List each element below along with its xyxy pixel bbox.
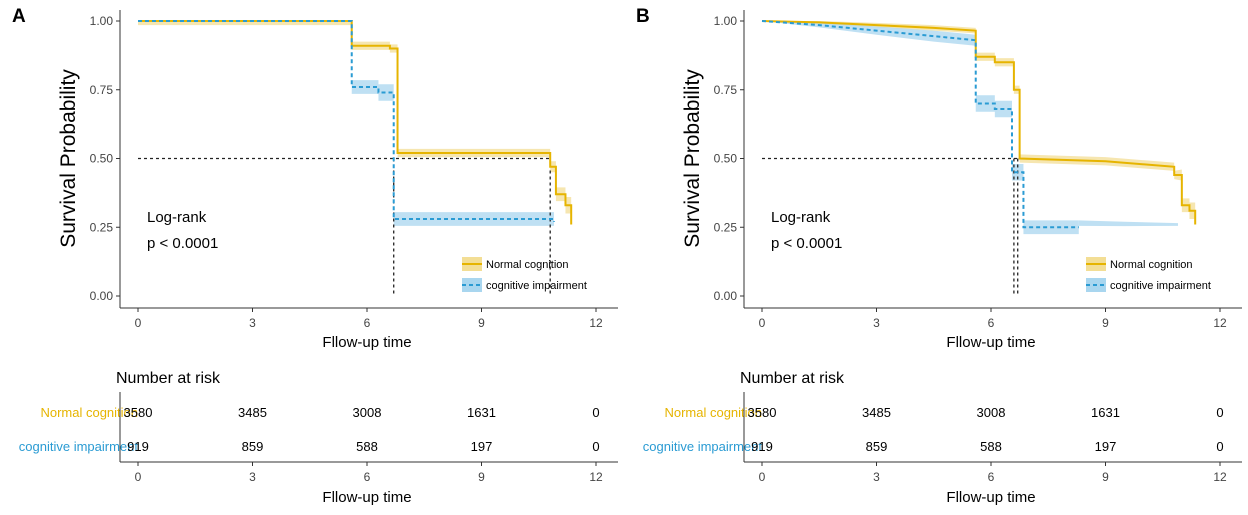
risk-value: 3485 (238, 405, 267, 420)
x-tick-label: 3 (249, 316, 256, 330)
risk-x-tick-label: 6 (988, 470, 995, 484)
confidence-band-impaired (762, 21, 1079, 235)
risk-x-tick-label: 3 (249, 470, 256, 484)
risk-row-label: Normal cognition (40, 405, 138, 420)
confidence-band-tail (1078, 220, 1179, 227)
panel-a: A Survival Probability 0.00 0.25 0.50 0.75 1.0… (12, 6, 618, 506)
survival-curve-cognitive-impairment (761, 20, 1079, 229)
risk-x-tick-label: 3 (873, 470, 880, 484)
risk-value: 3008 (977, 405, 1006, 420)
risk-x-tick-label: 12 (589, 470, 603, 484)
y-tick-label: 0.00 (90, 289, 114, 303)
risk-value: 3580 (124, 405, 153, 420)
x-tick-label: 0 (135, 316, 142, 330)
risk-row-label: Normal cognition (664, 405, 762, 420)
p-value-label: p < 0.0001 (147, 235, 218, 252)
survival-curve-normal-cognition (761, 20, 1197, 225)
x-tick-label: 6 (364, 316, 371, 330)
y-tick-label: 1.00 (90, 14, 114, 28)
x-tick-label: 12 (589, 316, 603, 330)
x-tick-label: 9 (478, 316, 485, 330)
risk-value: 0 (592, 439, 599, 454)
risk-value: 197 (1095, 439, 1117, 454)
confidence-band-impaired (138, 21, 555, 229)
x-axis-label: Fllow-up time (946, 334, 1035, 351)
risk-x-tick-label: 9 (478, 470, 485, 484)
y-tick-label: 0.75 (90, 83, 114, 97)
y-tick-label: 0.25 (90, 220, 114, 234)
panel-label: A (12, 6, 26, 27)
p-value-label: p < 0.0001 (771, 235, 842, 252)
x-tick-label: 3 (873, 316, 880, 330)
risk-value: 0 (592, 405, 599, 420)
legend-label: Normal cognition (1110, 259, 1193, 271)
y-axis-label: Survival Probability (681, 69, 704, 248)
x-axis-label: Fllow-up time (322, 334, 411, 351)
risk-value: 3485 (862, 405, 891, 420)
risk-value: 1631 (467, 405, 496, 420)
panel-label: B (636, 6, 650, 27)
log-rank-label: Log-rank (771, 209, 831, 226)
risk-value: 3008 (353, 405, 382, 420)
y-tick-label: 1.00 (714, 14, 738, 28)
y-tick-label: 0.25 (714, 220, 738, 234)
risk-value: 197 (471, 439, 493, 454)
risk-value: 1631 (1091, 405, 1120, 420)
confidence-band-normal (138, 21, 572, 233)
risk-value: 859 (866, 439, 888, 454)
x-tick-label: 6 (988, 316, 995, 330)
risk-table-title: Number at risk (116, 370, 221, 387)
x-tick-label: 12 (1213, 316, 1227, 330)
risk-value: 0 (1216, 439, 1223, 454)
survival-curve-normal-cognition (138, 20, 573, 225)
risk-row-label: cognitive impairment (19, 439, 139, 454)
y-tick-label: 0.75 (714, 83, 738, 97)
risk-value: 919 (751, 439, 773, 454)
y-axis-label: Survival Probability (57, 69, 80, 248)
log-rank-label: Log-rank (147, 209, 207, 226)
x-tick-label: 9 (1102, 316, 1109, 330)
y-tick-label: 0.50 (714, 152, 738, 166)
risk-x-tick-label: 0 (135, 470, 142, 484)
risk-x-tick-label: 12 (1213, 470, 1227, 484)
risk-value: 919 (127, 439, 149, 454)
risk-value: 3580 (748, 405, 777, 420)
risk-x-axis-label: Fllow-up time (322, 489, 411, 506)
risk-value: 0 (1216, 405, 1223, 420)
risk-value: 588 (356, 439, 378, 454)
risk-value: 859 (242, 439, 264, 454)
legend-label: Normal cognition (486, 259, 569, 271)
legend-label: cognitive impairment (1110, 280, 1211, 292)
risk-row-label: cognitive impairment (643, 439, 763, 454)
risk-x-axis-label: Fllow-up time (946, 489, 1035, 506)
risk-table-title: Number at risk (740, 370, 845, 387)
legend-label: cognitive impairment (486, 280, 587, 292)
risk-x-tick-label: 0 (759, 470, 766, 484)
risk-value: 588 (980, 439, 1002, 454)
panel-b: B Survival Probability 0.00 0.25 0.50 0.75 1.0… (636, 6, 1242, 506)
y-tick-label: 0.00 (714, 289, 738, 303)
y-tick-label: 0.50 (90, 152, 114, 166)
risk-x-tick-label: 9 (1102, 470, 1109, 484)
risk-x-tick-label: 6 (364, 470, 371, 484)
confidence-band-normal (762, 21, 1196, 233)
x-tick-label: 0 (759, 316, 766, 330)
survival-curve-cognitive-impairment (138, 20, 556, 222)
